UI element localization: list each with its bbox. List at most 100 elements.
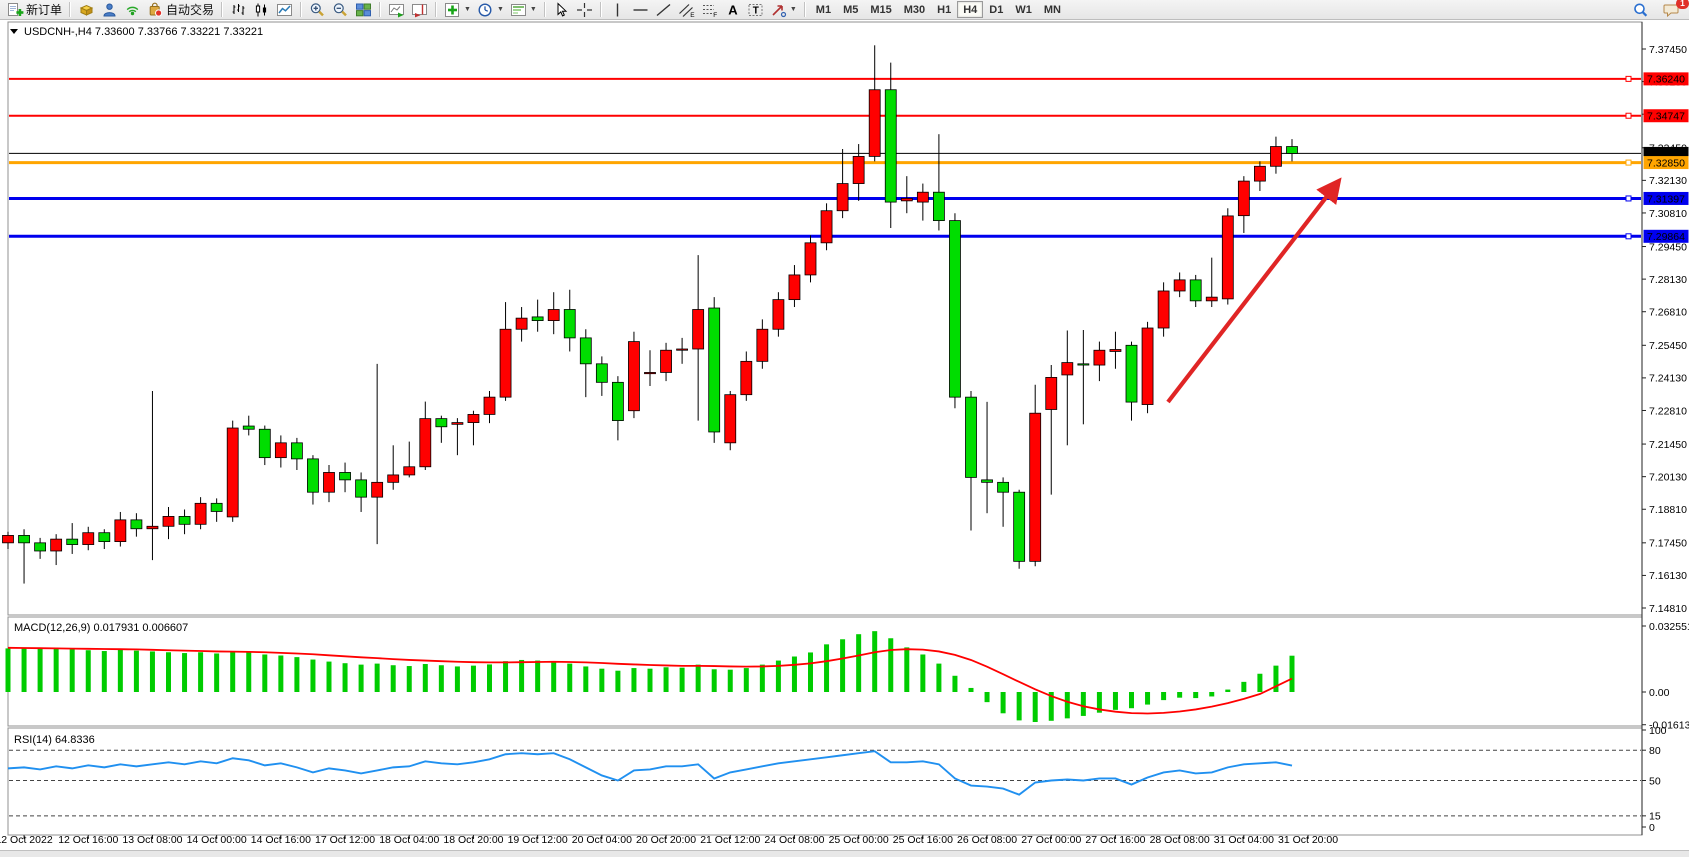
macd-histogram-bar [920,654,926,692]
timeframe-button-M15[interactable]: M15 [864,1,897,18]
trendline-button[interactable] [652,1,675,19]
timeframe-button-D1[interactable]: D1 [983,1,1009,18]
text-label-button[interactable]: T [744,1,767,19]
date-axis-label: 18 Oct 04:00 [379,834,439,846]
candle-up [467,414,480,423]
chevron-down-icon[interactable]: ▼ [464,6,471,13]
svg-text:T: T [753,5,759,16]
market-depth-button[interactable] [75,1,98,19]
candle-down [1077,363,1090,366]
candle-up [628,341,640,412]
zoom-out-icon [333,2,347,16]
crosshair-button[interactable] [573,1,596,19]
line-handle[interactable] [1625,159,1632,166]
auto-trading-button[interactable]: 自动交易 [144,1,217,19]
chevron-down-icon[interactable]: ▼ [789,6,797,13]
text-button[interactable]: A [721,1,744,19]
candle-down [130,519,143,530]
candle-up [2,535,14,544]
price-axis-label: 7.28130 [1649,274,1687,286]
macd-histogram-bar [149,651,155,692]
channel-button[interactable]: E [675,1,698,19]
timeframe-button-MN[interactable]: MN [1038,1,1067,18]
macd-histogram-bar [1000,692,1006,714]
bar-chart-button[interactable] [227,1,250,19]
zoom-out-button[interactable] [329,1,352,19]
timeframe-button-H4[interactable]: H4 [957,1,984,18]
macd-histogram-bar [1241,681,1247,692]
cursor-button[interactable] [550,1,573,19]
candle-up [1205,296,1218,302]
macd-histogram-bar [743,668,749,692]
shapes-button[interactable]: ▼ [767,1,800,19]
horizontal-line-button[interactable] [629,1,652,19]
candle-down [997,481,1009,493]
line-handle[interactable] [1625,75,1632,82]
timeframe-button-W1[interactable]: W1 [1009,1,1038,18]
timeframe-button-M30[interactable]: M30 [898,1,931,18]
tile-windows-button[interactable] [352,1,375,19]
macd-histogram-bar [454,666,460,692]
horizontal-lines[interactable] [9,75,1641,240]
new-order-button[interactable]: 新订单 [4,1,65,19]
macd-histogram-bar [406,666,412,692]
line-chart-button[interactable] [273,1,296,19]
line-handle[interactable] [1625,233,1632,240]
macd-histogram-bar [535,660,541,692]
arrow-line-object[interactable] [1166,177,1342,404]
line-handle[interactable] [1625,195,1632,202]
macd-histogram-bar [1257,673,1263,692]
timeframe-button-M5[interactable]: M5 [837,1,864,18]
candlestick-button[interactable] [250,1,273,19]
macd-histogram-bar [390,665,396,692]
chevron-down-icon[interactable]: ▼ [496,6,504,13]
templates-button[interactable]: ▼ [507,1,540,19]
price-axis-label: 7.26810 [1649,307,1687,319]
macd-histogram-bar [310,659,316,692]
candle-up [1109,349,1122,352]
macd-histogram-bar [1161,692,1167,701]
toolbar-separator [69,2,72,17]
candle-up [660,349,672,373]
date-axis: 12 Oct 2022 12 Oct 16:00 13 Oct 08:00 14 Oc… [0,834,1338,846]
chevron-down-icon[interactable]: ▼ [529,6,537,13]
timeframe-button-M1[interactable]: M1 [810,1,837,18]
fibonacci-button[interactable]: F [698,1,721,19]
profile-button[interactable] [98,1,121,19]
rsi-axis-label: 50 [1649,775,1661,787]
timeframe-button-H1[interactable]: H1 [931,1,957,18]
zoom-in-button[interactable] [306,1,329,19]
macd-histogram-bar [583,666,589,692]
candle-up [146,525,159,530]
candle-up [1254,165,1266,182]
macd-histogram-bar [599,668,605,692]
notifications-button[interactable]: 1 [1660,0,1689,19]
macd-histogram-bar [567,663,573,692]
macd-histogram-bar [470,665,476,692]
price-badge: 7.32850 [1647,157,1685,169]
line-handle[interactable] [1625,112,1632,119]
vertical-line-button[interactable] [606,1,629,19]
chart-shift-button[interactable] [408,1,431,19]
date-axis-label: 25 Oct 00:00 [829,834,889,846]
candle-down [708,307,721,433]
candle-up [1221,215,1234,300]
candle-up [1173,279,1186,292]
candle-down [18,535,30,544]
candle-up [852,156,865,184]
auto-scroll-button[interactable] [385,1,408,19]
search-button[interactable] [1629,1,1652,19]
macd-histogram-bar [1273,665,1279,692]
date-axis-label: 21 Oct 12:00 [700,834,760,846]
indicators-button[interactable]: ▼ [441,1,474,19]
macd-histogram-bar [374,663,380,692]
date-axis-label: 31 Oct 20:00 [1278,834,1338,846]
macd-histogram-bar [487,664,492,692]
toolbar-group [385,0,431,20]
periods-button[interactable]: ▼ [474,1,507,19]
macd-histogram-bar [342,663,348,692]
trend-arrow[interactable] [1166,177,1342,404]
candle-up [387,474,400,483]
signal-button[interactable] [121,1,144,19]
macd-histogram-bar [53,648,59,692]
